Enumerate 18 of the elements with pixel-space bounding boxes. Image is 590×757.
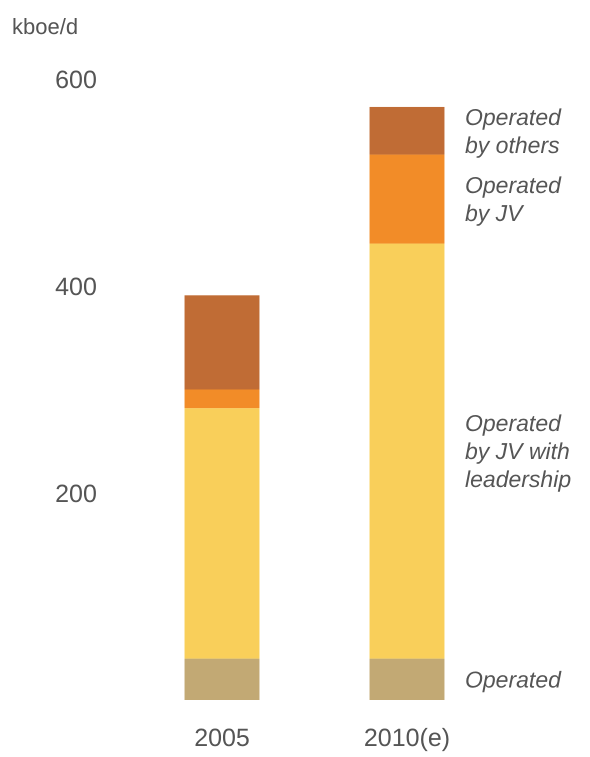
bar [370, 106, 444, 155]
y-axis-title: kboe/d [12, 14, 78, 39]
bar [184, 390, 260, 408]
series-label: Operated [465, 666, 562, 692]
series-label: Operated by others [465, 104, 562, 158]
y-tick-label: 400 [55, 273, 97, 301]
series-label: Operated by JV [465, 172, 562, 226]
y-tick-label: 200 [55, 480, 97, 508]
bar [184, 658, 260, 700]
x-tick-label: 2005 [194, 724, 250, 752]
bar [370, 154, 444, 244]
bar [370, 244, 444, 659]
bar [184, 408, 260, 659]
y-tick-label: 600 [55, 66, 97, 94]
x-tick-label: 2010(e) [364, 724, 450, 752]
series-label: Operated by JV with leadership [465, 410, 572, 492]
bar [370, 658, 444, 700]
bar [184, 295, 260, 390]
